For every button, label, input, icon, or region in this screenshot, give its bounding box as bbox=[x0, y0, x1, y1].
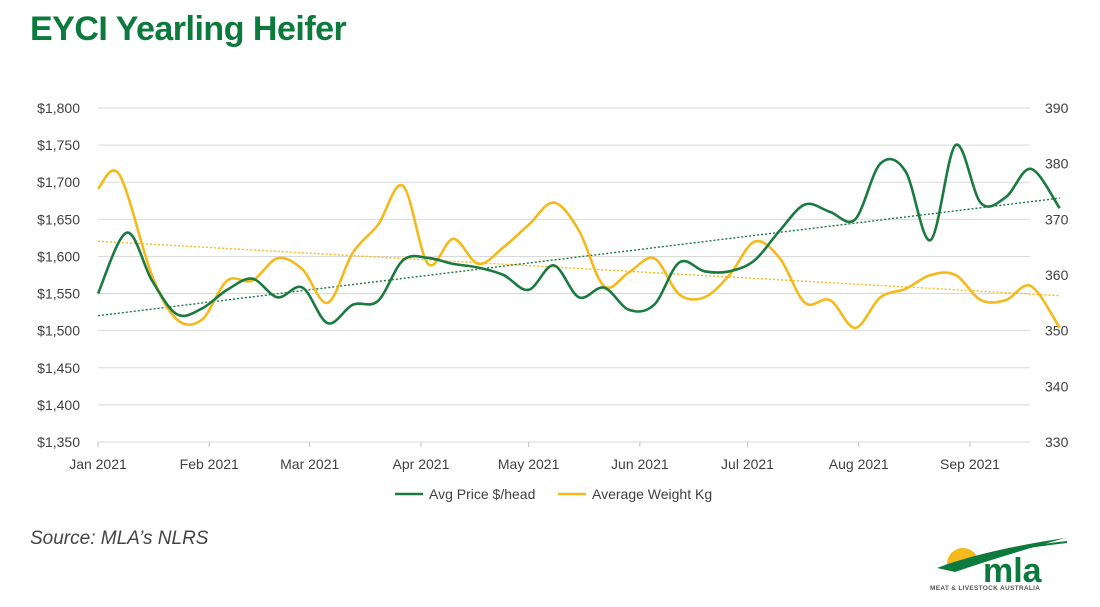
trendlines bbox=[97, 197, 1060, 317]
x-tick-label: May 2021 bbox=[498, 456, 560, 472]
x-tick-label: Jun 2021 bbox=[611, 456, 669, 472]
trendline-price bbox=[97, 197, 1060, 317]
chart-title: EYCI Yearling Heifer bbox=[30, 10, 347, 48]
x-tick-label: Apr 2021 bbox=[393, 456, 450, 472]
y-right-tick-label: 390 bbox=[1045, 100, 1069, 116]
legend-label: Average Weight Kg bbox=[592, 486, 712, 502]
y-left-tick-label: $1,600 bbox=[37, 248, 80, 264]
x-axis: Jan 2021 Feb 2021 Mar 2021 Apr 2021 May 2021… bbox=[69, 442, 1000, 472]
source-note: Source: MLA’s NLRS bbox=[30, 528, 209, 549]
y-right-tick-label: 350 bbox=[1045, 323, 1069, 339]
legend: Avg Price $/head Average Weight Kg bbox=[395, 486, 712, 502]
x-tick-label: Feb 2021 bbox=[180, 456, 239, 472]
y-left-tick-label: $1,650 bbox=[37, 211, 80, 227]
series-lines bbox=[96, 143, 1061, 330]
y-right-tick-label: 370 bbox=[1045, 211, 1069, 227]
series-line-weight bbox=[97, 169, 1061, 330]
x-tick-label: Jan 2021 bbox=[69, 456, 127, 472]
y-axis-right: 330 340 350 360 370 380 390 bbox=[1045, 100, 1069, 450]
y-left-tick-label: $1,700 bbox=[37, 174, 80, 190]
y-right-tick-label: 360 bbox=[1045, 267, 1069, 283]
mla-logo: mla bbox=[937, 538, 1068, 590]
y-axis-left: $1,350 $1,400 $1,450 $1,500 $1,550 $1,600 $1,6… bbox=[37, 100, 80, 450]
y-left-tick-label: $1,550 bbox=[37, 286, 80, 302]
trendline-weight bbox=[97, 240, 1060, 297]
y-left-tick-label: $1,500 bbox=[37, 323, 80, 339]
x-tick-label: Mar 2021 bbox=[280, 456, 339, 472]
y-left-tick-label: $1,750 bbox=[37, 137, 80, 153]
series-line-price bbox=[96, 143, 1061, 325]
y-left-tick-label: $1,350 bbox=[37, 434, 80, 450]
legend-label: Avg Price $/head bbox=[429, 486, 535, 502]
grid-lines bbox=[98, 107, 1030, 443]
logo-subtitle: MEAT & LIVESTOCK AUSTRALIA bbox=[930, 585, 1041, 592]
y-left-tick-label: $1,400 bbox=[37, 397, 80, 413]
svg-text:mla: mla bbox=[983, 552, 1043, 590]
y-left-tick-label: $1,800 bbox=[37, 100, 80, 116]
y-right-tick-label: 330 bbox=[1045, 434, 1069, 450]
y-right-tick-label: 380 bbox=[1045, 156, 1069, 172]
y-left-tick-label: $1,450 bbox=[37, 360, 80, 376]
x-tick-label: Aug 2021 bbox=[829, 456, 889, 472]
x-tick-label: Sep 2021 bbox=[940, 456, 1000, 472]
x-tick-label: Jul 2021 bbox=[721, 456, 774, 472]
y-right-tick-label: 340 bbox=[1045, 378, 1069, 394]
